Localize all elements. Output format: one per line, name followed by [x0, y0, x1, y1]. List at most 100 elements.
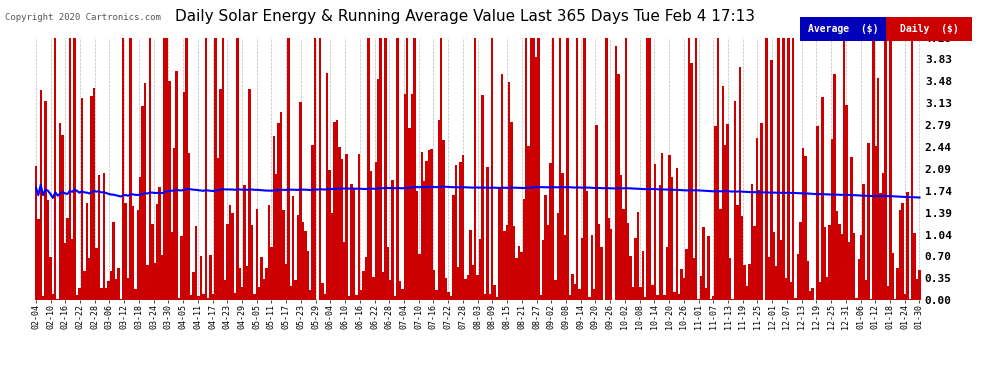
Bar	[559, 38, 561, 300]
Bar	[416, 191, 418, 300]
Bar	[782, 38, 785, 300]
Bar	[635, 238, 637, 300]
Bar	[520, 252, 523, 300]
Bar	[780, 240, 782, 300]
Bar	[892, 253, 894, 300]
Bar	[329, 170, 331, 300]
Bar	[156, 204, 158, 300]
Bar	[496, 297, 498, 300]
Bar	[561, 173, 564, 300]
Bar	[683, 278, 685, 300]
Bar	[42, 296, 45, 300]
Bar	[600, 247, 603, 300]
Bar	[292, 196, 294, 300]
Bar	[394, 296, 396, 300]
Bar	[246, 266, 248, 300]
Bar	[481, 95, 484, 300]
Bar	[165, 38, 168, 300]
Bar	[642, 251, 644, 300]
Bar	[484, 294, 486, 300]
Bar	[130, 38, 132, 300]
Bar	[737, 205, 739, 300]
Bar	[117, 268, 120, 300]
Bar	[620, 176, 622, 300]
Bar	[433, 270, 436, 300]
Bar	[911, 38, 914, 300]
Bar	[88, 258, 90, 300]
Bar	[644, 297, 646, 300]
Bar	[772, 232, 775, 300]
Bar	[250, 225, 253, 300]
Bar	[59, 123, 61, 300]
Bar	[535, 57, 538, 300]
Bar	[573, 284, 576, 300]
Bar	[40, 90, 42, 300]
Bar	[617, 74, 620, 300]
Bar	[175, 70, 178, 300]
Bar	[180, 237, 183, 300]
Bar	[666, 247, 668, 300]
Bar	[68, 38, 71, 300]
Bar	[742, 216, 743, 300]
Bar	[852, 233, 855, 300]
Bar	[576, 38, 578, 300]
Bar	[37, 219, 40, 300]
Bar	[523, 199, 525, 300]
Bar	[454, 165, 457, 300]
Bar	[651, 285, 653, 300]
Bar	[578, 289, 581, 300]
Text: Daily Solar Energy & Running Average Value Last 365 Days Tue Feb 4 17:13: Daily Solar Energy & Running Average Val…	[175, 9, 755, 24]
Bar	[768, 257, 770, 300]
Bar	[260, 257, 262, 300]
Bar	[586, 191, 588, 300]
Bar	[661, 153, 663, 300]
Bar	[474, 38, 476, 300]
Bar	[901, 203, 904, 300]
Bar	[865, 280, 867, 300]
Bar	[511, 122, 513, 300]
Bar	[112, 222, 115, 300]
Bar	[588, 297, 591, 300]
Bar	[530, 38, 533, 300]
Bar	[297, 215, 299, 300]
Bar	[831, 139, 834, 300]
Bar	[850, 157, 852, 300]
Bar	[690, 63, 693, 300]
Bar	[462, 155, 464, 300]
Bar	[705, 288, 707, 300]
Bar	[695, 38, 697, 300]
Bar	[719, 209, 722, 300]
Bar	[540, 295, 542, 300]
Bar	[144, 83, 147, 300]
Bar	[777, 38, 780, 300]
Bar	[287, 38, 289, 300]
Bar	[867, 143, 870, 300]
Bar	[280, 112, 282, 300]
Bar	[200, 256, 202, 300]
Bar	[775, 266, 777, 300]
Bar	[396, 38, 399, 300]
Bar	[819, 282, 821, 300]
Bar	[355, 295, 357, 300]
Bar	[122, 38, 125, 300]
Bar	[372, 277, 374, 300]
Bar	[364, 257, 367, 300]
Bar	[595, 125, 598, 300]
Bar	[336, 120, 339, 300]
Bar	[428, 150, 431, 300]
Bar	[219, 89, 222, 300]
Bar	[66, 218, 68, 300]
Bar	[556, 213, 559, 300]
Bar	[362, 272, 364, 300]
Bar	[469, 231, 471, 300]
Bar	[158, 187, 161, 300]
Bar	[78, 288, 81, 300]
Bar	[90, 96, 93, 300]
Text: Copyright 2020 Cartronics.com: Copyright 2020 Cartronics.com	[5, 13, 160, 22]
Bar	[418, 254, 421, 300]
Bar	[438, 120, 440, 300]
Bar	[697, 299, 700, 300]
Bar	[457, 267, 459, 300]
Bar	[804, 156, 807, 300]
Bar	[205, 38, 207, 300]
